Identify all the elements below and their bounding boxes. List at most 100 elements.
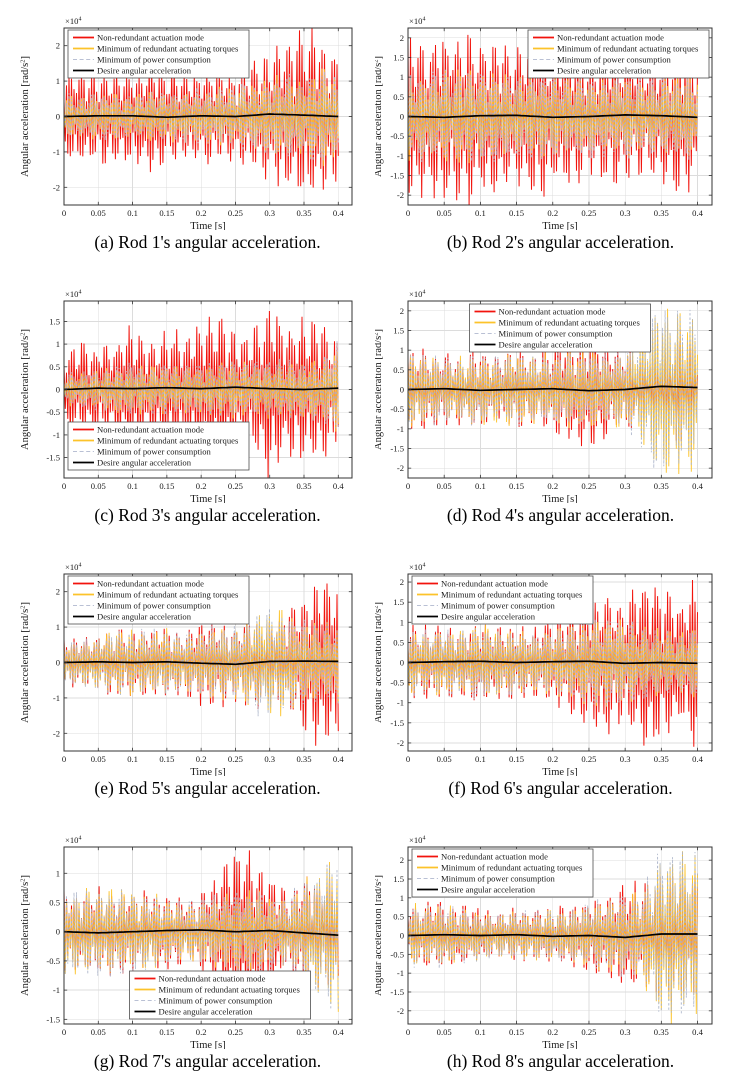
x-tick-label: 0 (62, 481, 66, 491)
subplot-caption: (b) Rod 2's angular acceleration. (446, 232, 675, 252)
x-axis-label: Time [s] (542, 494, 578, 503)
x-tick-label: 0.05 (91, 481, 106, 491)
x-tick-label: 0.35 (296, 1027, 311, 1037)
chart-canvas-g: 0 0.05 0.1 0.15 0.2 0.25 0.3 0.35 0.4 -1.5 -1 -0.5 0… (20, 835, 353, 1049)
x-tick-label: 0.2 (196, 481, 207, 491)
x-tick-label: 0.1 (127, 481, 138, 491)
series-min-power (64, 341, 339, 429)
x-tick-label: 0.3 (620, 481, 631, 491)
y-tick-label: -0.5 (390, 678, 404, 688)
y-tick-label: 2 (56, 587, 60, 597)
x-tick-label: 0.25 (228, 754, 243, 764)
x-axis-label: Time [s] (190, 221, 226, 230)
y-tick-label: 0 (400, 658, 404, 668)
x-tick-label: 0.4 (692, 1027, 703, 1037)
y-axis-label: Angular acceleration [rad/s2] (20, 56, 32, 177)
x-axis-label: Time [s] (190, 767, 226, 776)
y-tick-label: 0.5 (393, 912, 404, 922)
tick-marks (63, 847, 352, 1024)
y-tick-label: 0 (400, 385, 404, 395)
y-exponent-label: ×104 (409, 562, 425, 572)
plot-box (63, 846, 353, 1025)
y-exponent-label: ×104 (409, 16, 425, 26)
series-group (64, 28, 339, 190)
tick-marks (63, 301, 352, 478)
x-tick-label: 0.05 (437, 208, 452, 218)
y-tick-label: -1 (53, 693, 60, 703)
x-tick-label: 0 (406, 208, 410, 218)
series-min-power (408, 309, 698, 469)
x-tick-label: 0 (406, 1027, 410, 1037)
subplot-f: 0 0.05 0.1 0.15 0.2 0.25 0.3 0.35 0.4 -2 -1.5 -1 -0.… (375, 546, 750, 819)
x-axis-label: Time [s] (542, 767, 578, 776)
x-tick-label: 0.1 (475, 1027, 486, 1037)
legend-label: Non-redundant actuation mode (159, 974, 266, 984)
legend-label: Minimum of redundant actuating torques (159, 985, 301, 995)
legend-label: Desire angular acceleration (97, 458, 192, 468)
legend-label: Desire angular acceleration (97, 66, 192, 76)
x-tick-label: 0.25 (581, 1027, 596, 1037)
y-tick-label: -1 (397, 151, 404, 161)
series-min-power (408, 619, 698, 707)
x-tick-label: 0.3 (620, 208, 631, 218)
chart-canvas-a: 0 0.05 0.1 0.15 0.2 0.25 0.3 0.35 0.4 -2 -1 0 1 2 Time… (20, 16, 353, 230)
x-tick-label: 0.25 (581, 208, 596, 218)
chart-canvas-e: 0 0.05 0.1 0.15 0.2 0.25 0.3 0.35 0.4 -2 -1 0 1 2 Time… (20, 562, 353, 776)
x-tick-label: 0.35 (654, 1027, 669, 1037)
x-tick-label: 0.15 (509, 208, 524, 218)
y-tick-label: 2 (400, 855, 404, 865)
legend-label: Minimum of power consumption (97, 601, 212, 611)
y-tick-label: -1.5 (390, 718, 404, 728)
y-tick-label: -0.5 (46, 407, 60, 417)
x-tick-label: 0.2 (196, 208, 207, 218)
y-tick-label: -1.5 (46, 1014, 60, 1024)
y-axis-label: Angular acceleration [rad/s2] (20, 602, 32, 723)
y-exponent-label: ×104 (65, 835, 81, 845)
legend-label: Desire angular acceleration (441, 885, 536, 895)
x-tick-label: 0.05 (437, 481, 452, 491)
y-tick-label: 1 (400, 345, 404, 355)
x-tick-label: 0.2 (547, 1027, 558, 1037)
x-tick-label: 0.35 (654, 754, 669, 764)
x-tick-label: 0.3 (620, 1027, 631, 1037)
x-tick-label: 0.35 (654, 208, 669, 218)
series-group (408, 851, 698, 1024)
legend-label: Desire angular acceleration (441, 612, 536, 622)
tick-marks (63, 574, 352, 751)
y-tick-label: 1.5 (393, 874, 404, 884)
y-axis-label: Angular acceleration [rad/s2] (375, 875, 384, 996)
y-tick-label: 1 (400, 72, 404, 82)
legend-label: Non-redundant actuation mode (441, 579, 548, 589)
y-tick-label: -2 (53, 182, 60, 192)
y-tick-label: 0.5 (393, 365, 404, 375)
legend-label: Minimum of power consumption (159, 996, 274, 1006)
series-desire (408, 933, 698, 939)
y-exponent-label: ×104 (65, 16, 81, 26)
y-tick-label: 0 (400, 112, 404, 122)
x-tick-label: 0.3 (264, 481, 275, 491)
legend-label: Minimum of redundant actuating torques (441, 590, 583, 600)
x-tick-label: 0.15 (509, 754, 524, 764)
x-tick-label: 0.1 (475, 754, 486, 764)
subplot-b: 0 0.05 0.1 0.15 0.2 0.25 0.3 0.35 0.4 -2 -1.5 -1 -0.… (375, 0, 750, 273)
tick-marks (407, 847, 712, 1024)
series-group (64, 310, 339, 478)
x-tick-label: 0.35 (296, 481, 311, 491)
y-axis-label: Angular acceleration [rad/s2] (20, 875, 32, 996)
series-desire (408, 660, 698, 665)
x-tick-label: 0.4 (692, 208, 703, 218)
chart-canvas-b: 0 0.05 0.1 0.15 0.2 0.25 0.3 0.35 0.4 -2 -1.5 -1 -0.… (375, 16, 713, 230)
subplot-caption: (e) Rod 5's angular acceleration. (94, 778, 321, 798)
subplot-caption: (f) Rod 6's angular acceleration. (448, 778, 673, 798)
series-group (408, 308, 698, 475)
x-tick-label: 0.3 (264, 754, 275, 764)
x-axis-label: Time [s] (542, 1040, 578, 1049)
legend-label: Minimum of redundant actuating torques (557, 44, 699, 54)
y-tick-label: 0 (56, 385, 60, 395)
